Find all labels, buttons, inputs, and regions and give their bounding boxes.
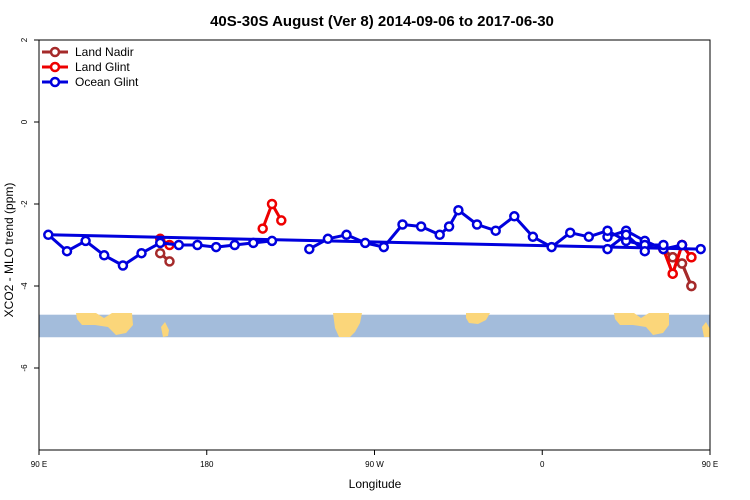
data-point-ocean-glint (546, 241, 557, 253)
y-tick-label: 2 (20, 37, 29, 42)
legend-marker (49, 61, 61, 73)
data-point-land-nadir (667, 252, 678, 263)
data-point-ocean-glint (304, 243, 315, 255)
legend-item-ocean-glint: Ocean Glint (42, 75, 139, 89)
legend-marker (49, 76, 61, 88)
data-point-ocean-glint (173, 239, 185, 251)
data-point-ocean-glint (602, 243, 613, 255)
data-point-ocean-glint (98, 250, 110, 261)
data-point-ocean-glint (341, 229, 352, 241)
legend-label: Land Glint (75, 60, 130, 74)
map-land-australia-repeat (614, 313, 669, 335)
data-point-ocean-glint (117, 260, 129, 271)
data-point-ocean-glint (322, 233, 334, 245)
x-tick-label: 180 (200, 460, 214, 469)
data-point-ocean-glint (471, 219, 483, 230)
y-tick-label: -6 (20, 364, 29, 372)
data-point-ocean-glint (509, 211, 520, 222)
x-tick-label: 90 W (365, 460, 384, 469)
x-tick-label: 90 E (31, 460, 47, 469)
data-point-ocean-glint (443, 221, 455, 232)
data-point-land-glint (257, 223, 268, 234)
series-ocean-glint (43, 204, 706, 271)
data-point-ocean-glint (676, 239, 688, 251)
y-tick-label: -2 (20, 200, 29, 208)
data-point-land-glint (667, 268, 678, 279)
data-point-land-nadir (154, 247, 166, 259)
map-land-new-zealand-repeat (702, 322, 710, 337)
y-tick-label: -4 (20, 282, 29, 290)
data-point-ocean-glint (639, 245, 651, 257)
legend-item-land-nadir: Land Nadir (42, 45, 134, 59)
x-axis: 90 E 180 90 W 0 90 E (31, 450, 718, 469)
data-point-ocean-glint (266, 235, 278, 247)
map-land-australia (76, 313, 133, 335)
legend-item-land-glint: Land Glint (42, 60, 130, 74)
data-point-ocean-glint (415, 221, 427, 232)
data-point-ocean-glint (434, 229, 445, 241)
series-layer (43, 198, 706, 292)
data-point-ocean-glint (564, 227, 576, 238)
data-point-ocean-glint (490, 225, 501, 236)
data-point-ocean-glint (602, 225, 613, 236)
map-land-new-zealand (161, 322, 169, 337)
data-point-ocean-glint (695, 243, 706, 255)
y-tick-label: 0 (20, 119, 29, 124)
data-point-ocean-glint (248, 237, 259, 249)
map-strip (39, 313, 710, 338)
data-point-ocean-glint (61, 245, 73, 257)
data-point-ocean-glint (378, 241, 390, 253)
y-axis-label: XCO2 - MLO trend (ppm) (2, 183, 16, 318)
map-land-africa (466, 313, 490, 324)
x-tick-label: 90 E (702, 460, 718, 469)
map-ocean (39, 314, 710, 338)
x-tick-label: 0 (540, 460, 545, 469)
data-point-ocean-glint (453, 204, 464, 216)
x-axis-label: Longitude (349, 477, 402, 491)
data-point-land-glint (276, 215, 287, 226)
data-point-land-glint (686, 252, 697, 263)
data-point-ocean-glint (192, 239, 203, 251)
data-point-ocean-glint (136, 247, 147, 259)
data-point-land-glint (266, 198, 278, 210)
data-point-ocean-glint (527, 231, 539, 243)
map-land-south-america (333, 313, 362, 337)
data-point-ocean-glint (620, 229, 632, 241)
legend-label: Ocean Glint (75, 75, 139, 89)
data-point-ocean-glint (359, 237, 371, 249)
data-point-ocean-glint (397, 219, 408, 230)
data-point-ocean-glint (229, 239, 240, 251)
series-line-land-glint (661, 243, 693, 276)
data-point-land-nadir (164, 256, 175, 267)
data-point-ocean-glint (658, 239, 669, 251)
data-point-ocean-glint (154, 237, 166, 249)
data-point-land-nadir (686, 280, 697, 292)
data-point-land-nadir (676, 258, 688, 269)
data-point-ocean-glint (43, 229, 54, 241)
chart-title: 40S-30S August (Ver 8) 2014-09-06 to 201… (210, 13, 554, 30)
data-point-ocean-glint (583, 231, 595, 243)
data-point-ocean-glint (80, 235, 91, 247)
legend-label: Land Nadir (75, 45, 134, 59)
data-point-ocean-glint (210, 241, 222, 253)
legend-marker (49, 46, 61, 58)
y-axis: 2 0 -2 -4 -6 (20, 37, 39, 372)
